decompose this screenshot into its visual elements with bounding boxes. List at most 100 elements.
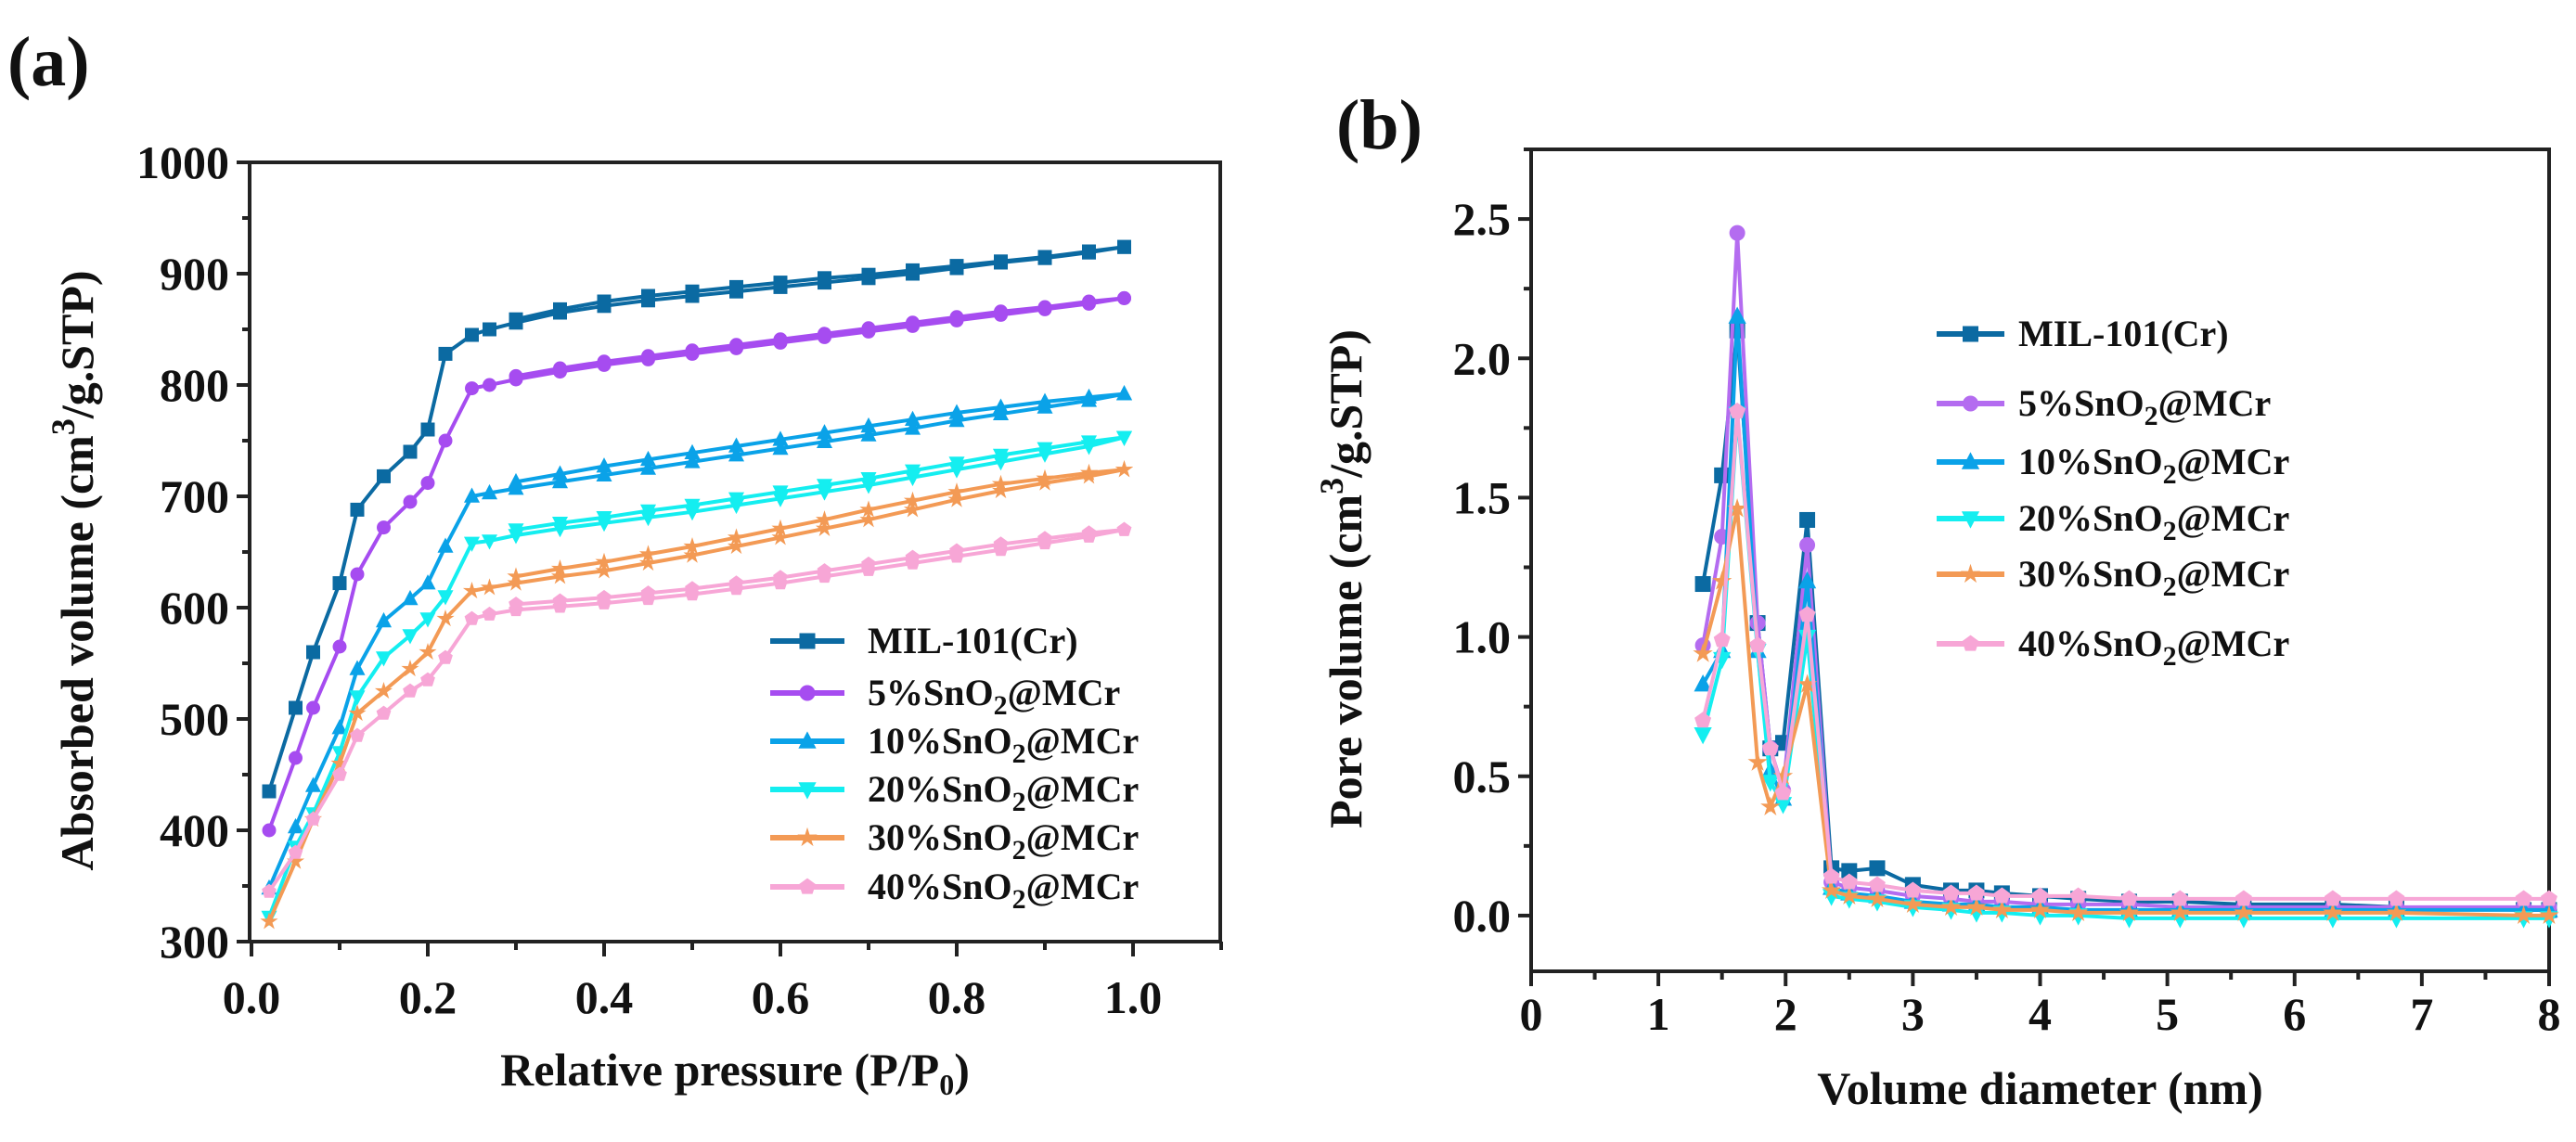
data-point	[2067, 902, 2089, 922]
legend-label-main: 5%SnO	[2018, 382, 2145, 424]
legend-marker-icon	[798, 731, 817, 749]
desorption-point	[861, 321, 876, 336]
desorption-point	[1115, 430, 1133, 446]
y-tick-label: 400	[160, 804, 229, 856]
x-tick-label: 2	[1774, 988, 1797, 1040]
desorption-point	[817, 563, 832, 578]
x-axis-label: Relative pressure (P/P0)	[500, 1044, 970, 1101]
desorption-point	[906, 315, 920, 330]
desorption-point	[949, 310, 964, 325]
legend-item: 10%SnO2@MCr	[770, 720, 1139, 769]
data-point	[287, 817, 304, 834]
desorption-point	[949, 259, 964, 274]
desorption-point	[994, 254, 1008, 269]
data-point	[2539, 905, 2559, 925]
y-tick-label: 1.0	[1453, 611, 1512, 663]
data-point	[1694, 712, 1712, 728]
y-axis-label-end: /g.STP)	[51, 270, 103, 419]
y-axis-label-end: /g.STP)	[1320, 329, 1372, 479]
data-point	[403, 444, 418, 459]
data-point	[1729, 225, 1745, 241]
x-tick-label: 0.2	[399, 971, 457, 1023]
legend-label-sub: 2	[1012, 835, 1026, 866]
legend-item: MIL-101(Cr)	[770, 620, 1078, 661]
panel-label-a: (a)	[7, 23, 90, 101]
data-point	[288, 844, 303, 859]
series-0	[262, 239, 1131, 799]
x-axis-label-main: Relative pressure (P/P	[500, 1044, 939, 1096]
data-point	[2171, 890, 2189, 906]
y-axis: 300 400 500 600 700 800 900 1000	[136, 136, 250, 968]
desorption-point	[729, 279, 743, 294]
panel-label-b: (b)	[1336, 86, 1423, 164]
legend-label: 10%SnO2@MCr	[868, 720, 1139, 769]
data-point	[2170, 902, 2191, 922]
x-axis: 0 1 2 3 4 5 6 7 8	[1520, 971, 2561, 1040]
data-point	[436, 609, 455, 627]
data-point	[438, 433, 453, 448]
data-point	[403, 683, 418, 698]
legend-item: 20%SnO2@MCr	[770, 768, 1139, 817]
data-point	[1869, 860, 1886, 877]
desorption-point	[1115, 385, 1133, 401]
legend-label-sub: 2	[2163, 459, 2177, 490]
legend-marker-icon	[1963, 395, 1978, 412]
data-point	[2069, 887, 2087, 904]
desorption-point	[861, 556, 876, 571]
data-point	[1774, 784, 1792, 801]
legend-label-main: 5%SnO	[868, 672, 994, 713]
legend-label-main: 20%SnO	[868, 768, 1012, 810]
data-point	[262, 883, 277, 898]
x-axis-label-end: )	[954, 1044, 970, 1096]
desorption-point	[684, 498, 701, 515]
legend-marker-icon	[1961, 511, 1980, 529]
desorption-point	[640, 585, 656, 600]
data-point	[1821, 879, 1842, 900]
data-point	[1747, 751, 1768, 771]
y-tick-label: 600	[160, 582, 229, 634]
desorption-point	[948, 456, 965, 472]
y-tick-label: 900	[160, 248, 229, 300]
data-point	[2119, 902, 2140, 922]
data-point	[1712, 571, 1732, 590]
legend-label: MIL-101(Cr)	[868, 620, 1078, 661]
desorption-point	[815, 510, 834, 528]
desorption-point	[1037, 392, 1053, 408]
data-point	[262, 823, 277, 838]
data-point	[1728, 306, 1746, 324]
legend-label-sub: 2	[1012, 884, 1026, 915]
data-point	[420, 422, 435, 437]
desorption-point	[1079, 463, 1099, 481]
desorption-point	[859, 500, 878, 518]
desorption-point	[684, 443, 701, 459]
legend-label: 40%SnO2@MCr	[2018, 622, 2289, 672]
legend-label-end: @MCr	[1026, 768, 1140, 810]
legend-label-main: 40%SnO	[2018, 622, 2163, 664]
data-point	[2541, 890, 2557, 906]
desorption-point	[553, 361, 567, 376]
y-axis-label-sup: 3	[45, 418, 82, 435]
data-point	[419, 642, 437, 661]
data-point	[465, 327, 479, 342]
data-point	[904, 419, 921, 435]
data-point	[815, 519, 834, 536]
data-point	[419, 574, 436, 590]
data-point	[465, 381, 479, 396]
data-point	[463, 536, 481, 552]
data-point	[375, 611, 393, 628]
desorption-point	[771, 519, 790, 536]
x-tick-label: 1	[1647, 988, 1670, 1040]
desorption-point	[860, 472, 877, 488]
legend-label-sub: 2	[1012, 787, 1026, 817]
y-axis-label-sup: 3	[1313, 478, 1350, 494]
desorption-point	[551, 517, 569, 533]
desorption-point	[507, 567, 525, 584]
data-point	[350, 727, 365, 742]
legend-label: 10%SnO2@MCr	[2018, 441, 2289, 490]
legend-item: 20%SnO2@MCr	[1937, 497, 2289, 546]
y-tick-label: 1000	[136, 136, 229, 188]
data-point	[596, 466, 612, 481]
data-point	[991, 481, 1011, 499]
y-tick-label: 2.0	[1453, 332, 1512, 384]
series-1	[262, 290, 1131, 838]
